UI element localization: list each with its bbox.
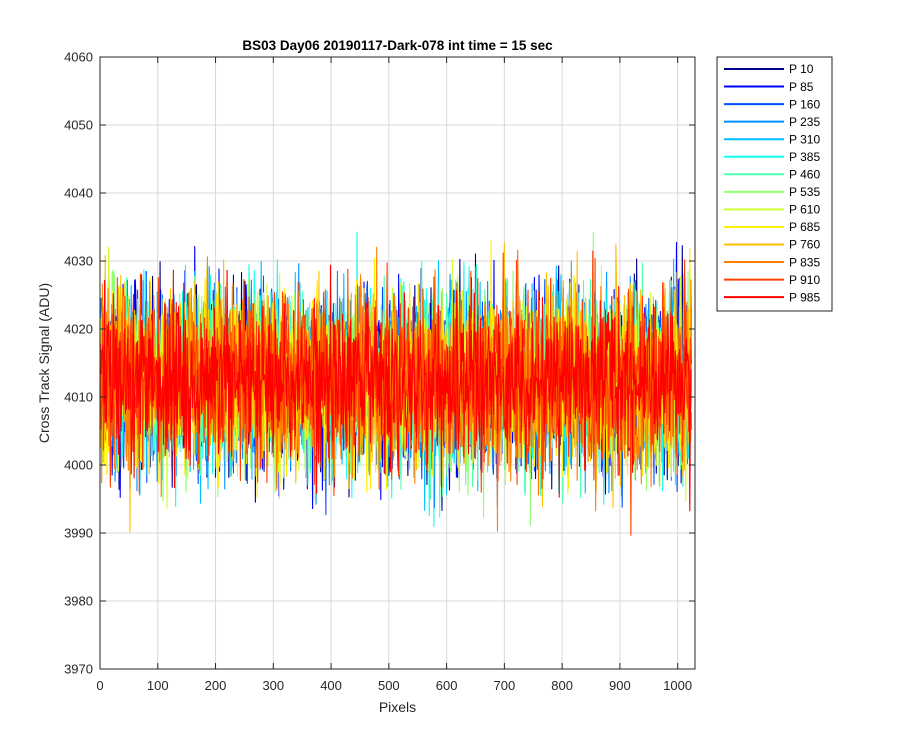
x-tick-label: 500: [378, 678, 400, 693]
x-tick-label: 200: [205, 678, 227, 693]
x-tick-label: 800: [551, 678, 573, 693]
legend-label: P 985: [789, 290, 820, 304]
legend-label: P 310: [789, 132, 820, 146]
x-tick-label: 0: [96, 678, 103, 693]
legend-label: P 460: [789, 168, 820, 182]
legend: P 10 P 85 P 160 P 235 P 310 P 385 P 460 P 535 P …: [716, 56, 833, 312]
legend-label: P 235: [789, 115, 820, 129]
series-line: [100, 264, 692, 512]
legend-label: P 835: [789, 255, 820, 269]
y-tick-label: 4010: [64, 390, 93, 405]
legend-label: P 385: [789, 150, 820, 164]
x-tick-label: 300: [262, 678, 284, 693]
axis-ticks: 0 100 200 300 400 500 600 700 800 900 1000 3970 3980…: [64, 50, 695, 693]
y-tick-label: 3980: [64, 594, 93, 609]
x-tick-label: 900: [609, 678, 631, 693]
legend-label: P 685: [789, 220, 820, 234]
chart-title: BS03 Day06 20190117-Dark-078 int time = …: [242, 38, 553, 53]
y-tick-label: 4030: [64, 254, 93, 269]
x-tick-label: 600: [436, 678, 458, 693]
y-tick-label: 4040: [64, 186, 93, 201]
y-tick-label: 4020: [64, 322, 93, 337]
legend-label: P 160: [789, 97, 820, 111]
legend-items: P 10 P 85 P 160 P 235 P 310 P 385 P 460 P 535 P …: [724, 62, 820, 304]
y-tick-label: 4000: [64, 458, 93, 473]
legend-label: P 910: [789, 273, 820, 287]
x-tick-label: 700: [494, 678, 516, 693]
x-tick-label: 1000: [663, 678, 692, 693]
y-tick-label: 3970: [64, 662, 93, 677]
x-tick-label: 100: [147, 678, 169, 693]
data-series-layer: [100, 231, 693, 536]
axes-box: [99, 56, 696, 670]
y-tick-label: 4050: [64, 118, 93, 133]
legend-label: P 760: [789, 238, 820, 252]
x-axis-label: Pixels: [379, 699, 416, 715]
x-tick-label: 400: [320, 678, 342, 693]
legend-label: P 610: [789, 203, 820, 217]
legend-label: P 10: [789, 62, 814, 76]
legend-label: P 535: [789, 185, 820, 199]
legend-box: [716, 56, 833, 312]
y-axis-label: Cross Track Signal (ADU): [36, 283, 52, 443]
y-tick-label: 4060: [64, 50, 93, 65]
y-tick-label: 3990: [64, 526, 93, 541]
legend-label: P 85: [789, 80, 814, 94]
